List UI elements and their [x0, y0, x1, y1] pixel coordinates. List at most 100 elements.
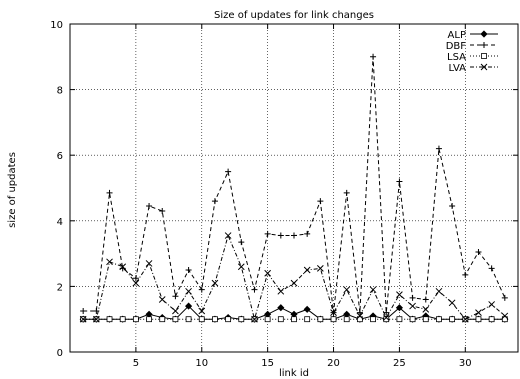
data-point-lsa — [449, 316, 456, 323]
data-point-dbf — [225, 168, 232, 175]
legend-entry-lsa: LSA — [447, 52, 498, 63]
data-point-lsa — [159, 316, 166, 323]
x-tick-label: 15 — [261, 358, 274, 369]
data-point-lsa — [475, 316, 482, 323]
y-tick-label: 8 — [57, 86, 63, 97]
data-point-dbf — [277, 232, 284, 239]
data-point-dbf — [172, 293, 179, 300]
y-tick-label: 10 — [50, 20, 63, 31]
data-point-lsa — [436, 316, 442, 323]
data-point-lva — [435, 287, 443, 295]
data-point-dbf — [304, 230, 311, 237]
data-point-lsa — [132, 316, 139, 323]
data-point-lva — [422, 306, 430, 313]
data-point-alp — [395, 304, 403, 312]
legend-marker — [481, 53, 487, 59]
data-point-lsa — [264, 316, 271, 323]
y-tick-label: 0 — [57, 348, 63, 359]
data-point-lsa — [291, 316, 297, 323]
data-point-lva — [409, 302, 416, 310]
chart-title: Size of updates for link changes — [214, 10, 374, 21]
data-point-lsa — [277, 316, 284, 323]
data-point-lsa — [396, 316, 403, 323]
data-point-lva — [145, 260, 153, 267]
data-point-lsa — [119, 316, 126, 323]
y-axis-title: size of updates — [7, 152, 18, 228]
data-point-dbf — [159, 207, 166, 214]
tick-layer: 5 10 15 20 25 30 0 2 4 6 8 10 — [50, 20, 518, 369]
legend-label: LVA — [448, 63, 466, 74]
data-point-lsa — [488, 316, 495, 323]
data-point-dbf — [422, 296, 429, 303]
data-point-dbf — [449, 203, 456, 210]
series-lva — [79, 232, 509, 323]
y-tick-label: 6 — [57, 151, 63, 162]
data-point-lsa — [501, 316, 508, 323]
data-point-dbf — [146, 203, 153, 210]
data-point-dbf — [317, 198, 324, 205]
legend-entry-dbf: DBF — [446, 41, 498, 52]
data-point-dbf — [198, 286, 205, 293]
data-point-lva — [172, 307, 179, 315]
legend-marker — [480, 63, 488, 71]
data-point-dbf — [356, 309, 363, 316]
legend-marker — [481, 42, 487, 48]
data-point-lsa — [212, 316, 218, 323]
data-point-dbf — [396, 178, 403, 185]
data-point-lsa — [238, 316, 245, 323]
data-point-lva — [264, 269, 272, 277]
data-point-lsa — [106, 316, 113, 323]
plot-frame — [69, 23, 519, 353]
data-point-lva — [475, 309, 482, 316]
data-point-lva — [79, 315, 87, 323]
data-point-lva — [185, 287, 192, 295]
data-point-lsa — [185, 316, 192, 323]
data-point-lsa — [409, 316, 416, 323]
series-layer — [79, 53, 509, 323]
data-point-lsa — [198, 316, 205, 323]
data-point-dbf — [475, 248, 482, 255]
data-point-alp — [185, 302, 193, 310]
data-point-lsa — [422, 316, 429, 323]
data-point-lva — [198, 307, 206, 315]
legend-label: LSA — [447, 52, 466, 63]
data-point-dbf — [488, 265, 495, 272]
data-point-lva — [330, 309, 337, 316]
data-point-dbf — [343, 189, 350, 196]
data-point-lva — [132, 279, 140, 287]
data-point-dbf — [435, 145, 442, 152]
data-point-lva — [251, 315, 258, 323]
data-point-lva — [303, 266, 311, 274]
data-point-dbf — [251, 286, 258, 293]
data-point-lsa — [225, 316, 232, 323]
data-point-lva — [396, 291, 403, 298]
data-point-dbf — [409, 294, 416, 301]
data-point-dbf — [462, 271, 469, 278]
data-point-dbf — [185, 267, 192, 273]
data-point-dbf — [501, 294, 508, 301]
data-point-alp — [303, 305, 311, 313]
legend-label: ALP — [448, 30, 466, 41]
data-point-lva — [343, 286, 351, 294]
data-point-dbf — [264, 230, 271, 237]
data-point-lva — [369, 286, 377, 294]
data-point-lva — [501, 312, 509, 320]
legend-marker — [480, 30, 488, 38]
data-point-lva — [382, 314, 390, 321]
series-dbf — [80, 53, 508, 316]
data-point-lva — [448, 299, 456, 307]
x-tick-label: 25 — [393, 358, 406, 369]
data-point-lva — [211, 279, 219, 287]
data-point-lsa — [304, 316, 311, 323]
data-point-lva — [158, 296, 166, 303]
data-point-lva — [119, 263, 127, 271]
data-point-dbf — [291, 232, 297, 239]
data-point-dbf — [132, 275, 139, 282]
data-point-lsa — [172, 316, 179, 323]
legend-entry-alp: ALP — [448, 30, 498, 41]
legend-label: DBF — [446, 41, 467, 52]
data-point-lva — [92, 315, 100, 323]
